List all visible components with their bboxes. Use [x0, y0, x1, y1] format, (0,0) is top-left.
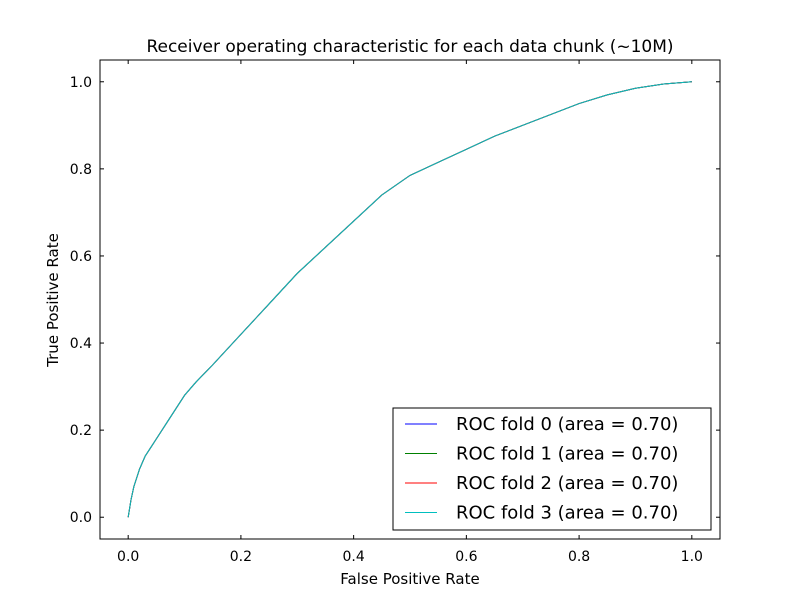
legend: ROC fold 0 (area = 0.70) ROC fold 1 (area… — [392, 407, 712, 531]
y-tick-label: 0.6 — [70, 249, 92, 265]
y-tick-label: 0.2 — [70, 423, 92, 439]
legend-label-fold-3: ROC fold 3 (area = 0.70) — [456, 503, 678, 524]
y-tick-label: 0.0 — [70, 510, 92, 526]
ticks-layer: 0.0 0.2 0.4 0.6 0.8 1.0 0.0 0.2 0.4 0.6 0.8 1.0 — [70, 60, 720, 565]
legend-label-fold-1: ROC fold 1 (area = 0.70) — [456, 444, 678, 465]
x-axis-label: False Positive Rate — [340, 570, 479, 588]
x-tick-label: 0.6 — [455, 549, 477, 565]
y-tick-label: 1.0 — [70, 75, 92, 91]
x-tick-label: 0.2 — [230, 549, 252, 565]
x-tick-label: 0.8 — [568, 549, 590, 565]
legend-label-fold-0: ROC fold 0 (area = 0.70) — [456, 414, 678, 435]
plot-frame — [99, 59, 721, 540]
series-line-fold-3 — [127, 81, 692, 518]
series-layer — [127, 81, 692, 518]
y-axis-label: True Positive Rate — [44, 233, 62, 368]
legend-label-fold-2: ROC fold 2 (area = 0.70) — [456, 473, 678, 494]
y-tick-label: 0.4 — [70, 336, 92, 352]
x-tick-label: 0.0 — [117, 549, 139, 565]
x-tick-label: 1.0 — [681, 549, 703, 565]
y-tick-label: 0.8 — [70, 162, 92, 178]
chart-title: Receiver operating characteristic for ea… — [146, 37, 673, 57]
legend-box — [392, 407, 712, 531]
x-tick-label: 0.4 — [343, 549, 365, 565]
